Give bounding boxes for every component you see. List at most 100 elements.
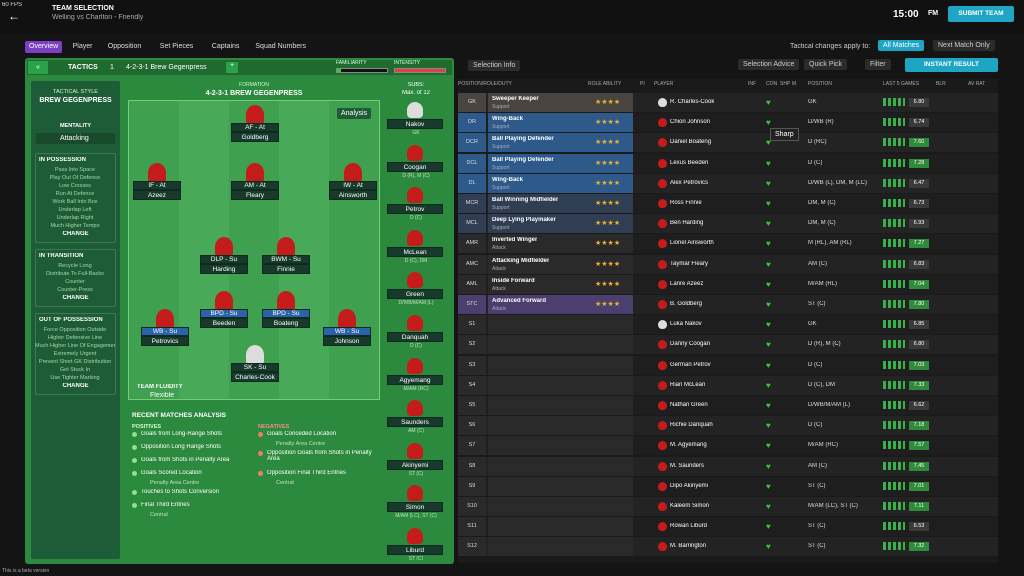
tab[interactable]: Player [72, 43, 93, 50]
tactic-slot: 1 [110, 64, 114, 71]
player[interactable]: R. Charles-Cook [670, 99, 715, 105]
player[interactable]: Ben Harding [670, 220, 704, 227]
selection-advice[interactable]: Selection Advice [738, 59, 800, 70]
sub-name[interactable]: McLean [387, 246, 443, 257]
intensity-label: INTENSITY [394, 60, 421, 66]
player-name[interactable]: Fleary [231, 190, 279, 200]
player-name[interactable]: Ainsworth [329, 190, 377, 200]
column-header[interactable]: CON [766, 81, 778, 87]
change-button[interactable]: CHANGE [62, 231, 89, 237]
tab[interactable]: Squad Numbers [255, 43, 306, 50]
tactic-name[interactable]: 4-2-3-1 Brew Gegenpress [126, 64, 207, 71]
shirt [658, 380, 667, 390]
tab[interactable]: Set Pieces [159, 43, 194, 50]
sub-name[interactable]: Nakov [387, 119, 443, 129]
player-name[interactable]: Boateng [262, 318, 310, 328]
tab[interactable]: Opposition [107, 43, 142, 50]
analysis-title[interactable]: RECENT MATCHES ANALYSIS [132, 412, 227, 419]
quick-pick[interactable]: Quick Pick [804, 59, 848, 70]
player-name[interactable]: Charles-Cook [231, 372, 279, 382]
tactics-label: TACTICS [68, 64, 98, 71]
rating: 7.03 [909, 360, 929, 370]
player[interactable]: Nathan Green [670, 402, 708, 408]
bullet [132, 471, 137, 476]
player[interactable]: Alex Petrovics [670, 179, 709, 186]
player-name[interactable]: Johnson [323, 336, 371, 346]
player-name[interactable]: Azeez [133, 190, 181, 200]
sub-name[interactable]: Coogan [387, 161, 443, 172]
player-name[interactable]: Finnie [262, 264, 310, 274]
player[interactable]: Daniel Boateng [670, 139, 712, 146]
form-bars [883, 320, 905, 329]
player[interactable]: M. Agyemang [670, 442, 707, 449]
column-header[interactable]: INF [748, 81, 757, 87]
player[interactable]: Lanre Azeez [670, 280, 704, 287]
player-name[interactable]: Petrovics [141, 336, 189, 346]
all-matches[interactable]: All Matches [878, 40, 925, 51]
column-header[interactable]: LAST 5 GAMES [883, 81, 920, 87]
shirt [658, 421, 667, 431]
column-header[interactable]: ROLE ABILITY [588, 81, 622, 87]
position: D/WB (L), DM, M (LC) [808, 179, 867, 186]
player[interactable]: Ross Finnie [670, 200, 702, 206]
column-header[interactable]: SHP [780, 81, 791, 87]
player[interactable]: Lexus Beeden [670, 159, 709, 166]
player-name[interactable]: Harding [200, 264, 248, 274]
player[interactable]: M. Barrington [670, 543, 707, 550]
player[interactable]: Lionel Ainsworth [670, 240, 714, 247]
sub-name[interactable]: Saunders [387, 417, 443, 428]
sub-name[interactable]: Danquah [387, 332, 443, 342]
player[interactable]: Rowan Liburd [670, 523, 708, 530]
collapse[interactable]: « [28, 61, 48, 74]
player[interactable]: Rian McLean [670, 381, 706, 388]
instruction: Underlap Left [58, 207, 92, 213]
column-header[interactable]: M [792, 81, 797, 87]
sub-name[interactable]: Petrov [387, 204, 443, 215]
player[interactable]: Kaleem Simon [670, 503, 710, 509]
sub-position: ST (C) [408, 556, 424, 560]
shirt [658, 199, 667, 208]
column-header[interactable]: PLAYER [654, 81, 674, 87]
player[interactable]: Chiori Johnson [670, 119, 711, 126]
heart: ♥ [766, 522, 771, 532]
player[interactable]: Danny Coogan [670, 341, 711, 348]
instant-result[interactable]: INSTANT RESULT [905, 58, 998, 72]
submit-button[interactable]: SUBMIT TEAM [948, 6, 1014, 22]
formation-name[interactable]: 4-2-3-1 BREW GEGENPRESS [205, 90, 303, 97]
filter[interactable]: Filter [865, 59, 891, 70]
player[interactable]: Richie Danquah [670, 422, 713, 429]
sub-name[interactable]: Agyemang [387, 374, 443, 385]
sub-name[interactable]: Liburd [387, 545, 443, 555]
add-tactic[interactable]: + [226, 62, 238, 73]
heart: ♥ [766, 380, 771, 390]
player-name[interactable]: Goldberg [231, 132, 279, 142]
sub-name[interactable]: Green [387, 289, 443, 300]
player[interactable]: M. Saunders [670, 462, 705, 469]
mentality[interactable]: Attacking [36, 133, 115, 144]
next-match[interactable]: Next Match Only [933, 40, 995, 51]
column-header[interactable]: POSITION/ROLE/DUTY [458, 81, 512, 87]
analysis-item: Opposition Goals from Shots in Penalty A… [267, 450, 372, 462]
sub-name[interactable]: Akinyemi [387, 459, 443, 470]
player[interactable]: Dipo Akinyemi [670, 482, 709, 489]
tab[interactable]: Overview [25, 41, 63, 53]
column-header[interactable]: POSITION [808, 81, 832, 87]
stars: ★★★★ [595, 200, 621, 207]
tab[interactable]: Captains [211, 43, 240, 50]
column-header[interactable]: AV RAT [968, 81, 986, 87]
change-button[interactable]: CHANGE [62, 383, 89, 389]
player[interactable]: Luka Nakov [670, 321, 702, 328]
player[interactable]: B. Goldberg [670, 301, 703, 307]
heart: ♥ [766, 118, 771, 128]
column-header[interactable]: BLR [936, 81, 946, 87]
change-button[interactable]: CHANGE [62, 295, 89, 301]
column-header[interactable]: PI [640, 81, 645, 87]
sub-name[interactable]: Simon [387, 502, 443, 513]
back[interactable]: ← [8, 9, 20, 23]
player[interactable]: German Petrov [670, 361, 711, 368]
selection-info[interactable]: Selection Info [468, 60, 521, 71]
player-name[interactable]: Beeden [200, 318, 248, 328]
analysis-button[interactable]: Analysis [337, 108, 372, 119]
player[interactable]: Taymar Fleary [670, 260, 709, 267]
stars: ★★★★ [595, 240, 621, 248]
